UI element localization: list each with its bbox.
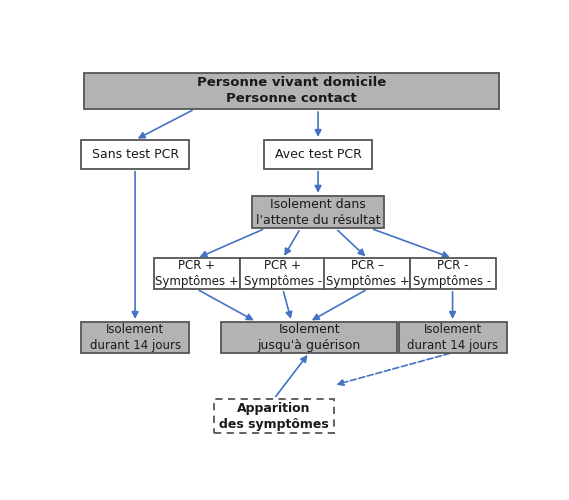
FancyBboxPatch shape [215, 399, 333, 434]
Text: Personne vivant domicile
Personne contact: Personne vivant domicile Personne contac… [197, 76, 386, 106]
FancyBboxPatch shape [398, 322, 506, 352]
FancyBboxPatch shape [240, 258, 326, 289]
FancyBboxPatch shape [221, 322, 397, 352]
Text: Avec test PCR: Avec test PCR [275, 148, 361, 161]
Text: PCR +
Symptômes -: PCR + Symptômes - [244, 259, 322, 288]
FancyBboxPatch shape [81, 322, 189, 352]
FancyBboxPatch shape [324, 258, 410, 289]
Text: PCR –
Symptômes +: PCR – Symptômes + [325, 259, 409, 288]
Text: Sans test PCR: Sans test PCR [92, 148, 179, 161]
Text: Isolement
jusqu'à guérison: Isolement jusqu'à guérison [258, 322, 361, 352]
Text: Apparition
des symptômes: Apparition des symptômes [219, 402, 329, 430]
FancyBboxPatch shape [81, 140, 189, 169]
Text: Isolement dans
l'attente du résultat: Isolement dans l'attente du résultat [255, 198, 381, 226]
Text: Isolement
durant 14 jours: Isolement durant 14 jours [89, 322, 180, 352]
FancyBboxPatch shape [154, 258, 240, 289]
FancyBboxPatch shape [252, 196, 384, 228]
Text: Isolement
durant 14 jours: Isolement durant 14 jours [407, 322, 498, 352]
FancyBboxPatch shape [410, 258, 496, 289]
FancyBboxPatch shape [264, 140, 372, 169]
Text: PCR -
Symptômes -: PCR - Symptômes - [414, 259, 492, 288]
FancyBboxPatch shape [84, 72, 499, 109]
Text: PCR +
Symptômes +: PCR + Symptômes + [155, 259, 238, 288]
